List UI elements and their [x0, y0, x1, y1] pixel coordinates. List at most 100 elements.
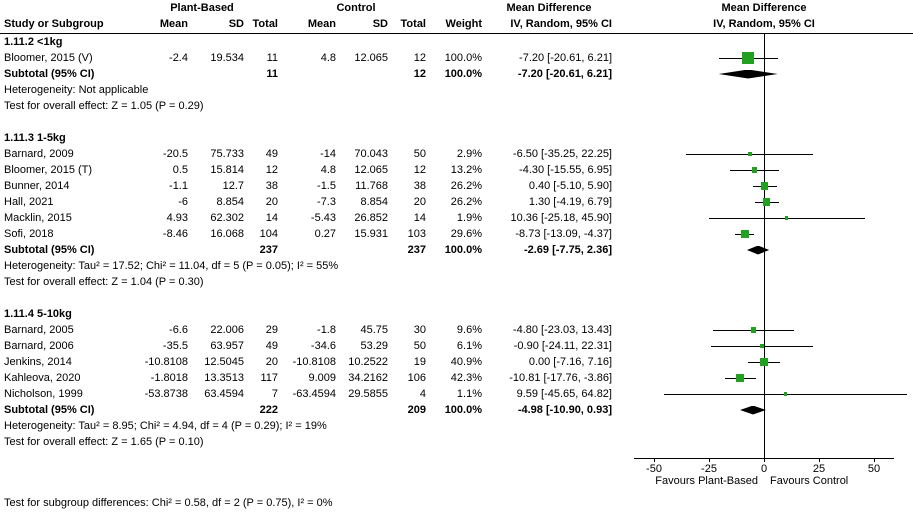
heterogeneity-text: Heterogeneity: Tau² = 8.95; Chi² = 4.94,…: [4, 420, 327, 432]
cell-w: 1.9%: [456, 212, 482, 224]
effect-square: [750, 327, 756, 333]
study-column-header: Study or Subgroup: [4, 18, 104, 30]
cell-ci: 9.59 [-45.65, 64.82]: [516, 388, 612, 400]
cell-study: Bunner, 2014: [4, 180, 70, 192]
effect-square: [785, 216, 789, 220]
cell-n2: 14: [413, 212, 426, 224]
cell-sd1: 13.3513: [204, 372, 244, 384]
study-row: Sofi, 2018 -8.46 16.068 104 0.27 15.931 103 29.…: [0, 226, 913, 242]
cell-n1: 49: [265, 340, 278, 352]
cell-m2: 0.27: [314, 228, 336, 240]
effect-square: [742, 52, 755, 64]
cell-study: 1.11.2 <1kg: [4, 36, 63, 48]
cell-m2: -63.4594: [292, 388, 336, 400]
cell-n1: 12: [265, 164, 278, 176]
ci-plot-column-header: IV, Random, 95% CI: [713, 18, 815, 30]
cell-m2: -5.43: [310, 212, 336, 224]
section-spacer: [0, 290, 913, 306]
cell-w: 2.9%: [456, 148, 482, 160]
cell-ci: -0.90 [-24.11, 22.31]: [513, 340, 612, 352]
study-row: Bunner, 2014 -1.1 12.7 38 -1.5 11.768 38 26.2% 0…: [0, 178, 913, 194]
study-row: Barnard, 2009 -20.5 75.733 49 -14 70.043 50 2.9…: [0, 146, 913, 162]
cell-n1: 117: [260, 372, 278, 384]
cell-n2: 4: [419, 388, 426, 400]
cell-w: 6.1%: [456, 340, 482, 352]
overall-effect-row: Test for overall effect: Z = 1.65 (P = 0…: [0, 434, 913, 450]
axis-tick: [653, 458, 655, 462]
effect-square: [747, 152, 752, 156]
study-row: Bloomer, 2015 (V) -2.4 19.534 11 4.8 12.065 12…: [0, 50, 913, 66]
control-total-header: Total: [400, 18, 426, 30]
study-row: Jenkins, 2014 -10.8108 12.5045 20 -10.8108 10…: [0, 354, 913, 370]
cell-n1: 237: [259, 244, 278, 256]
cell-sd2: 10.2522: [348, 356, 388, 368]
cell-m1: -20.5: [162, 148, 188, 160]
cell-m2: 4.8: [320, 52, 336, 64]
heterogeneity-text: Heterogeneity: Not applicable: [4, 84, 149, 96]
cell-sd2: 45.75: [360, 324, 388, 336]
cell-m1: 4.93: [166, 212, 188, 224]
study-row: Macklin, 2015 4.93 62.302 14 -5.43 26.852 14 1.…: [0, 210, 913, 226]
cell-w: 29.6%: [450, 228, 482, 240]
subgroup-test-note: Test for subgroup differences: Chi² = 0.…: [4, 497, 333, 509]
cell-study: Barnard, 2005: [4, 324, 74, 336]
cell-study: Bloomer, 2015 (T): [4, 164, 93, 176]
cell-n1: 11: [266, 68, 278, 80]
overall-effect-text: Test for overall effect: Z = 1.04 (P = 0…: [4, 276, 204, 288]
cell-sd2: 26.852: [354, 212, 388, 224]
cell-ci: -6.50 [-35.25, 22.25]: [512, 148, 612, 160]
axis-tick-label: -50: [646, 463, 662, 475]
effect-square: [761, 182, 769, 190]
study-row: Kahleova, 2020 -1.8018 13.3513 117 9.009 34.2…: [0, 370, 913, 386]
cell-study: Barnard, 2006: [4, 340, 74, 352]
cell-w: 13.2%: [450, 164, 482, 176]
subtotal-row: Subtotal (95% CI) 237 237 100.0% -2.69 [-7.7…: [0, 242, 913, 258]
cell-m2: -34.6: [310, 340, 336, 352]
heterogeneity-row: Heterogeneity: Tau² = 17.52; Chi² = 11.0…: [0, 258, 913, 274]
cell-m1: -6.6: [169, 324, 188, 336]
cell-w: 26.2%: [450, 180, 482, 192]
cell-m1: -10.8108: [144, 356, 188, 368]
weight-column-header: Weight: [445, 18, 482, 30]
study-row: Bloomer, 2015 (T) 0.5 15.814 12 4.8 12.065 12 1…: [0, 162, 913, 178]
cell-n1: 49: [265, 148, 278, 160]
cell-w: 9.6%: [456, 324, 482, 336]
table-header: Plant-Based Control Mean Difference Mean…: [0, 0, 913, 34]
plant-total-header: Total: [252, 18, 278, 30]
cell-ci: -7.20 [-20.61, 6.21]: [519, 52, 612, 64]
cell-n2: 103: [407, 228, 426, 240]
cell-sd1: 62.302: [210, 212, 244, 224]
mean-difference-plot-header: Mean Difference: [721, 2, 807, 14]
cell-n2: 20: [413, 196, 426, 208]
cell-w: 42.3%: [450, 372, 482, 384]
cell-study: Subtotal (95% CI): [4, 68, 95, 80]
subtotal-diamond: [718, 69, 778, 79]
cell-n2: 12: [413, 68, 426, 80]
cell-sd1: 22.006: [210, 324, 244, 336]
cell-ci: 0.00 [-7.16, 7.16]: [528, 356, 612, 368]
cell-n2: 209: [407, 404, 426, 416]
cell-m2: -7.3: [317, 196, 336, 208]
heterogeneity-row: Heterogeneity: Tau² = 8.95; Chi² = 4.94,…: [0, 418, 913, 434]
cell-study: Subtotal (95% CI): [4, 244, 95, 256]
cell-w: 100.0%: [444, 52, 482, 64]
cell-ci: -8.73 [-13.09, -4.37]: [515, 228, 612, 240]
cell-sd1: 63.957: [210, 340, 244, 352]
cell-m2: 4.8: [320, 164, 336, 176]
cell-m1: -8.46: [162, 228, 188, 240]
subtotal-diamond: [746, 245, 770, 255]
cell-n2: 38: [413, 180, 426, 192]
cell-study: Barnard, 2009: [4, 148, 74, 160]
effect-square: [759, 357, 769, 367]
heterogeneity-row: Heterogeneity: Not applicable: [0, 82, 913, 98]
cell-w: 100.0%: [444, 404, 482, 416]
cell-study: Hall, 2021: [4, 196, 54, 208]
cell-n2: 19: [413, 356, 426, 368]
axis-tick: [763, 458, 765, 462]
cell-ci: -4.80 [-23.03, 13.43]: [512, 324, 612, 336]
heterogeneity-text: Heterogeneity: Tau² = 17.52; Chi² = 11.0…: [4, 260, 339, 272]
effect-square: [751, 167, 758, 173]
cell-m2: -10.8108: [292, 356, 336, 368]
plant-based-group-header: Plant-Based: [170, 2, 234, 14]
overall-effect-text: Test for overall effect: Z = 1.65 (P = 0…: [4, 436, 204, 448]
